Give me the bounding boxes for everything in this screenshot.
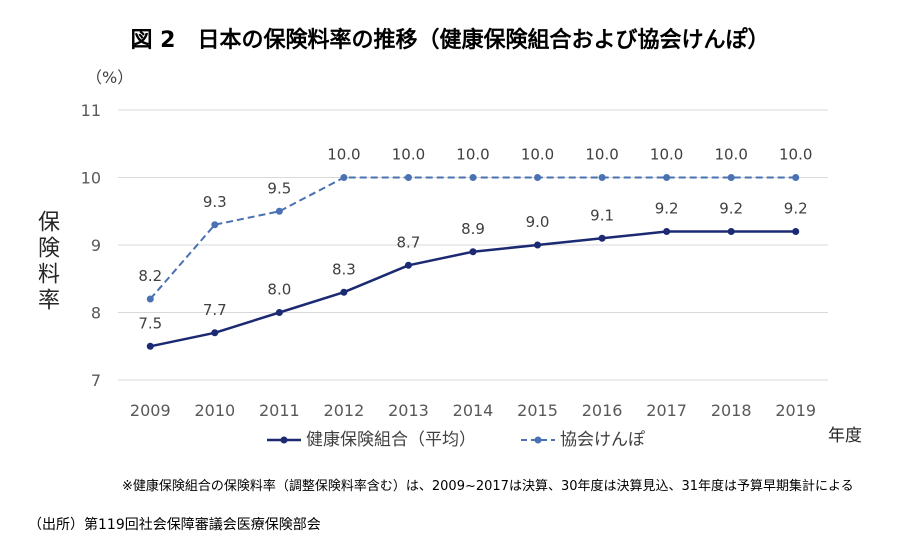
chart-title: 図 2 日本の保険料率の推移（健康保険組合および協会けんぽ） [130, 28, 770, 53]
legend-item-series-2: 協会けんぽ [520, 430, 645, 450]
data-point [598, 174, 606, 181]
x-tick-label: 2017 [646, 401, 687, 420]
legend-marker-solid-line [267, 436, 301, 444]
data-point [663, 174, 671, 181]
y-tick-label: 11 [81, 101, 101, 120]
data-point [792, 174, 800, 181]
data-label: 8.7 [397, 233, 421, 251]
x-tick-label: 2012 [324, 401, 365, 420]
data-label: 9.2 [784, 200, 808, 218]
y-tick-label: 8 [91, 304, 101, 323]
y-axis-label: 保険料率 [34, 210, 59, 314]
data-point [275, 309, 283, 316]
data-label: 8.3 [332, 260, 356, 278]
series-2: 8.2 9.3 9.5 10.0 10.0 10.0 10.0 10.0 10.0 10.0 10.… [138, 146, 812, 303]
data-label: 10.0 [779, 146, 812, 164]
data-point [146, 295, 154, 303]
source-note: （出所）第119回社会保障審議会医療保険部会 [28, 517, 321, 533]
legend-dot [280, 436, 288, 444]
data-point [727, 228, 735, 235]
line-chart-plot: 7 8 9 10 11 2009 2010 2011 2012 2013 2014 2015 2016 2… [81, 101, 828, 420]
data-point [211, 221, 219, 229]
x-tick-label: 2014 [453, 401, 494, 420]
data-point [275, 207, 283, 215]
x-tick-label: 2016 [582, 401, 623, 420]
x-tick-label: 2018 [711, 401, 752, 420]
data-label: 10.0 [714, 146, 747, 164]
data-point [792, 228, 800, 235]
legend-label: 健康保険組合（平均） [306, 430, 476, 450]
data-label: 10.0 [650, 146, 683, 164]
data-label: 8.9 [461, 220, 485, 238]
data-label: 7.7 [203, 301, 227, 319]
y-tick-label: 10 [81, 169, 101, 188]
series-line [149, 176, 796, 300]
data-point [469, 174, 477, 181]
data-label: 7.5 [138, 314, 162, 332]
data-point [727, 174, 735, 181]
y-axis-unit: （%） [86, 68, 134, 87]
data-label: 10.0 [585, 146, 618, 164]
x-tick-label: 2009 [130, 401, 171, 420]
data-label: 10.0 [521, 146, 554, 164]
data-point [663, 228, 671, 235]
data-point [340, 288, 348, 296]
data-label: 9.2 [719, 200, 743, 218]
data-point [534, 174, 542, 181]
y-tick-label: 9 [91, 236, 101, 255]
x-tick-label: 2010 [194, 401, 235, 420]
data-label: 9.0 [526, 213, 550, 231]
data-label: 9.1 [590, 206, 614, 224]
data-point [340, 174, 348, 181]
data-point [146, 342, 154, 350]
legend-item-series-1: 健康保険組合（平均） [266, 430, 476, 450]
data-label: 8.2 [138, 267, 162, 285]
x-tick-label: 2013 [388, 401, 429, 420]
data-label: 9.2 [655, 200, 679, 218]
data-point [404, 174, 412, 181]
data-label: 9.5 [267, 179, 291, 197]
data-point [469, 248, 477, 256]
y-tick-label: 7 [91, 371, 101, 390]
series-1: 7.5 7.7 8.0 8.3 8.7 8.9 9.0 9.1 9.2 9.2 9.2 [138, 200, 808, 350]
legend-label: 協会けんぽ [560, 430, 645, 450]
x-axis-label: 年度 [828, 426, 862, 446]
data-point [534, 241, 542, 249]
axis-tick-labels: 7 8 9 10 11 2009 2010 2011 2012 2013 2014 2015 2016 2… [81, 101, 816, 420]
legend-dot [534, 436, 542, 444]
data-label: 10.0 [392, 146, 425, 164]
data-point [404, 261, 412, 269]
data-label: 10.0 [327, 146, 360, 164]
data-point [598, 234, 606, 242]
x-tick-label: 2015 [517, 401, 558, 420]
data-point [211, 329, 219, 337]
x-tick-label: 2011 [259, 401, 300, 420]
legend-marker-dashed-line [521, 436, 555, 444]
data-label: 10.0 [456, 146, 489, 164]
x-tick-label: 2019 [775, 401, 816, 420]
data-label: 9.3 [203, 193, 227, 211]
gridlines [118, 109, 828, 381]
data-label: 8.0 [267, 281, 291, 299]
footnote: ※健康保険組合の保険料率（調整保険料率含む）は、2009~2017は決算、30年… [122, 479, 854, 494]
